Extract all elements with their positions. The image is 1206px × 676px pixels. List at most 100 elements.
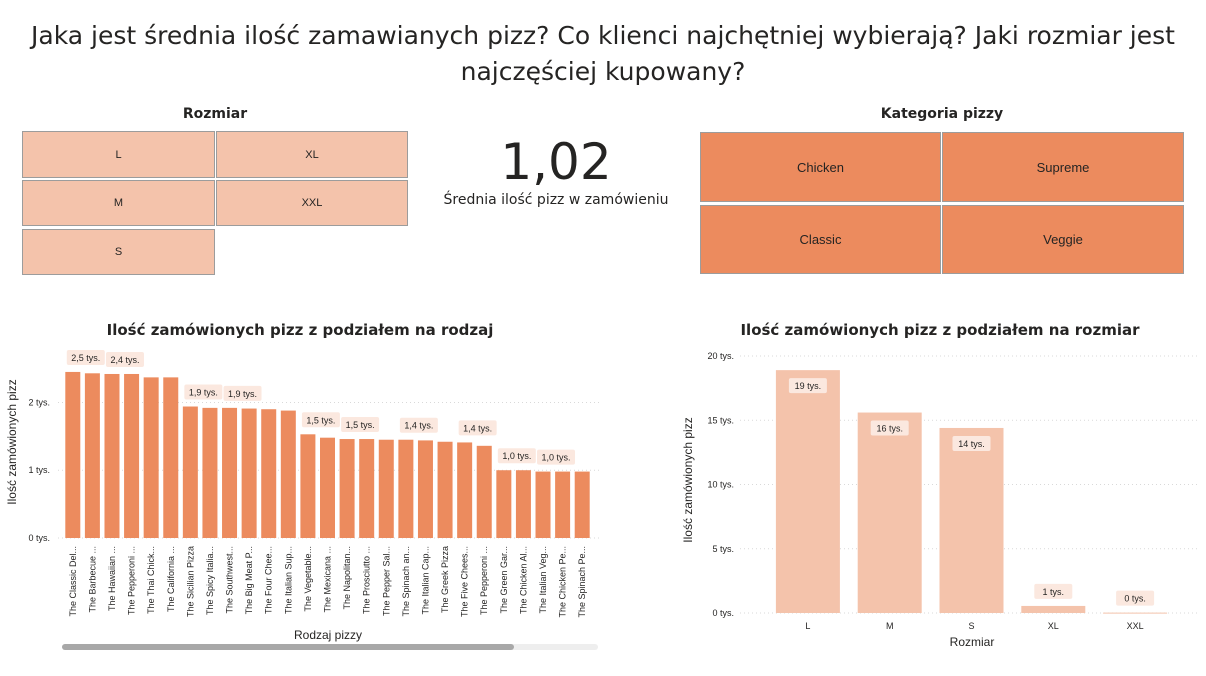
y-tick-label: 5 tys. (712, 544, 734, 554)
x-tick-label: The Chicken Pe... (558, 546, 568, 618)
bar (398, 439, 414, 538)
x-tick-label: The Prosciutto ... (362, 546, 372, 614)
bar (320, 437, 335, 538)
x-tick-label: The Hawaiian ... (107, 546, 117, 611)
chart-pizzas-by-size: 0 tys. 5 tys. 10 tys. 15 tys. 20 tys. Ilość z… (681, 351, 1200, 649)
data-label: 0 tys. (1124, 594, 1146, 604)
x-tick-label: The Mexicana ... (323, 546, 333, 613)
data-label-bg (788, 378, 827, 394)
category-option-chicken[interactable]: Chicken (700, 132, 941, 202)
bar (300, 434, 316, 538)
bar (182, 406, 198, 538)
data-label: 1,0 tys. (502, 451, 531, 461)
data-label-bg (1034, 583, 1073, 599)
x-tick-label: The Napolitan... (342, 546, 352, 610)
size-option-xl[interactable]: XL (216, 131, 408, 178)
y-axis-label: Ilość zamówionych pizz (681, 417, 695, 542)
x-tick-label: The Italian Veg... (538, 546, 548, 614)
data-label-bg (184, 384, 223, 400)
bar (857, 412, 922, 613)
bar (241, 408, 257, 538)
category-option-veggie[interactable]: Veggie (942, 205, 1184, 274)
x-tick-label: The Spinach an... (401, 546, 411, 617)
bar (1103, 612, 1168, 614)
category-slicer-title: Kategoria pizzy (880, 106, 1004, 122)
x-tick-label: The Four Chee... (264, 546, 274, 614)
bar (124, 373, 140, 538)
y-tick-label: 0 tys. (28, 533, 50, 543)
x-tick-label: The Spinach Pe... (577, 546, 587, 618)
chart-size-title: Ilość zamówionych pizz z podziałem na ro… (740, 321, 1140, 339)
x-tick-label: The California ... (166, 546, 176, 612)
bar (104, 373, 120, 538)
x-tick-label: The Spicy Italia... (205, 546, 215, 615)
bar (457, 442, 473, 538)
x-tick-label: M (886, 621, 894, 631)
bar (143, 377, 159, 538)
bar (555, 471, 571, 538)
bar (496, 470, 512, 538)
data-label-bg (1116, 590, 1155, 606)
x-tick-label: XL (1048, 621, 1059, 631)
data-label: 1,9 tys. (189, 388, 218, 398)
data-label: 14 tys. (958, 439, 985, 449)
x-tick-label: The Pepper Sal... (381, 546, 391, 616)
bar (476, 445, 492, 538)
size-option-xxl[interactable]: XXL (216, 180, 408, 226)
data-label: 1,4 tys. (404, 421, 433, 431)
x-tick-label: The Sicilian Pizza (185, 546, 195, 617)
kpi-label: Średnia ilość pizz w zamówieniu (443, 192, 669, 208)
data-label: 1 tys. (1043, 587, 1065, 597)
x-tick-label: XXL (1127, 621, 1144, 631)
chart-scrollbar-thumb[interactable] (62, 644, 514, 650)
x-tick-label: The Green Gar... (499, 546, 509, 614)
bar (574, 471, 590, 538)
x-tick-label: The Classic Del... (68, 546, 78, 617)
data-label: 1,0 tys. (542, 453, 571, 463)
data-label: 1,9 tys. (228, 389, 257, 399)
bar (417, 440, 433, 538)
data-label: 16 tys. (876, 424, 903, 434)
bar (163, 377, 179, 538)
data-label-bg (952, 435, 991, 451)
data-label-bg (870, 420, 909, 436)
x-axis-label: Rozmiar (950, 635, 995, 649)
y-tick-label: 15 tys. (707, 415, 734, 425)
bar (378, 439, 394, 538)
bar (339, 439, 355, 538)
x-tick-label: The Italian Sup... (283, 546, 293, 614)
data-label-bg (105, 351, 144, 367)
bar (1021, 605, 1086, 613)
x-tick-label: The Thai Chick... (146, 546, 156, 614)
category-option-classic[interactable]: Classic (700, 205, 941, 274)
data-label: 1,4 tys. (463, 423, 492, 433)
category-option-supreme[interactable]: Supreme (942, 132, 1184, 202)
kpi-value: 1,02 (500, 133, 612, 191)
x-tick-label: The Greek Pizza (440, 546, 450, 613)
bar (535, 471, 551, 538)
size-option-l[interactable]: L (22, 131, 215, 178)
bar (515, 470, 531, 538)
x-tick-label: S (968, 621, 974, 631)
bar (359, 439, 375, 538)
data-label-bg (537, 449, 576, 465)
y-tick-label: 10 tys. (707, 480, 734, 490)
size-option-m[interactable]: M (22, 180, 215, 226)
x-tick-label: The Chicken Al... (518, 546, 528, 614)
x-tick-label: The Five Chees... (460, 546, 470, 617)
size-option-s[interactable]: S (22, 229, 215, 275)
x-tick-label: The Pepperoni ... (127, 546, 137, 615)
chart-type-title: Ilość zamówionych pizz z podziałem na ro… (106, 321, 494, 339)
data-label-bg (223, 385, 262, 401)
y-tick-label: 1 tys. (28, 465, 50, 475)
x-tick-label: The Big Meat P... (244, 546, 254, 614)
y-axis-label: Ilość zamówionych pizz (5, 379, 19, 504)
x-tick-label: The Pepperoni ... (479, 546, 489, 615)
bar (775, 370, 840, 613)
x-tick-label: The Southwest... (225, 546, 235, 614)
bar (939, 427, 1004, 613)
data-label: 1,5 tys. (306, 415, 335, 425)
x-tick-label: L (805, 621, 810, 631)
data-label-bg (301, 412, 340, 428)
bar (261, 409, 277, 538)
